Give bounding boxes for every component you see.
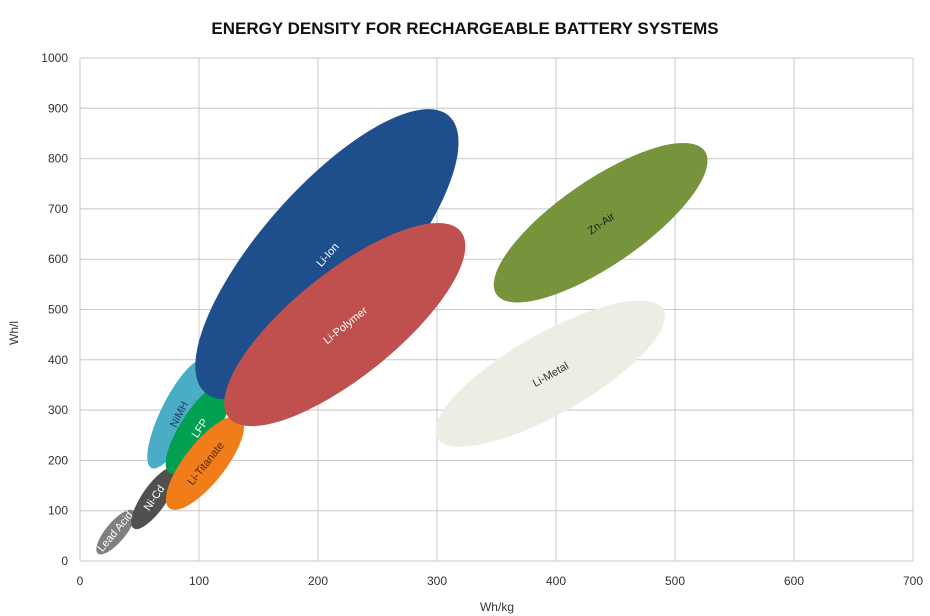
x-tick-label: 600	[784, 574, 804, 588]
region-nimh-shape	[147, 359, 210, 469]
region-lead-acid-shape	[96, 509, 136, 555]
y-tick-label: 1000	[41, 51, 68, 65]
region-ni-cd-shape	[131, 467, 178, 530]
region-li-ion: Li-Ion	[195, 109, 459, 400]
region-li-titanate-shape	[165, 415, 245, 510]
y-tick-label: 500	[48, 303, 68, 317]
x-axis-label: Wh/kg	[480, 600, 514, 614]
region-lfp-shape	[165, 381, 233, 475]
y-tick-label: 600	[48, 252, 68, 266]
x-tick-label: 100	[189, 574, 209, 588]
y-axis-label: Wh/l	[7, 321, 21, 345]
region-lead-acid-label: Lead Acid	[95, 510, 135, 555]
x-tick-label: 500	[665, 574, 685, 588]
region-li-polymer: Li-Polymer	[224, 222, 466, 427]
y-tick-label: 300	[48, 403, 68, 417]
x-tick-label: 700	[903, 574, 923, 588]
region-li-metal-shape	[435, 300, 665, 447]
regions: Lead AcidNi-CdNiMHLFPLi-TitanateLi-IonLi…	[95, 109, 708, 555]
region-li-ion-shape	[195, 109, 459, 400]
chart-title: ENERGY DENSITY FOR RECHARGEABLE BATTERY …	[211, 19, 718, 38]
region-zn-air: Zn-Air	[493, 142, 708, 303]
y-tick-label: 0	[61, 554, 68, 568]
y-tick-label: 200	[48, 453, 68, 467]
ticks: 0 100 200 300 400 500 600 700 0 100 200 300 400 500 60…	[41, 51, 923, 588]
x-tick-label: 200	[308, 574, 328, 588]
y-tick-label: 800	[48, 152, 68, 166]
y-tick-label: 100	[48, 504, 68, 518]
y-tick-label: 700	[48, 202, 68, 216]
region-li-polymer-shape	[224, 222, 466, 427]
x-tick-label: 400	[546, 574, 566, 588]
region-li-metal: Li-Metal	[435, 300, 665, 447]
region-zn-air-shape	[493, 142, 708, 303]
y-tick-label: 400	[48, 353, 68, 367]
x-tick-label: 300	[427, 574, 447, 588]
y-tick-label: 900	[48, 101, 68, 115]
x-tick-label: 0	[77, 574, 84, 588]
